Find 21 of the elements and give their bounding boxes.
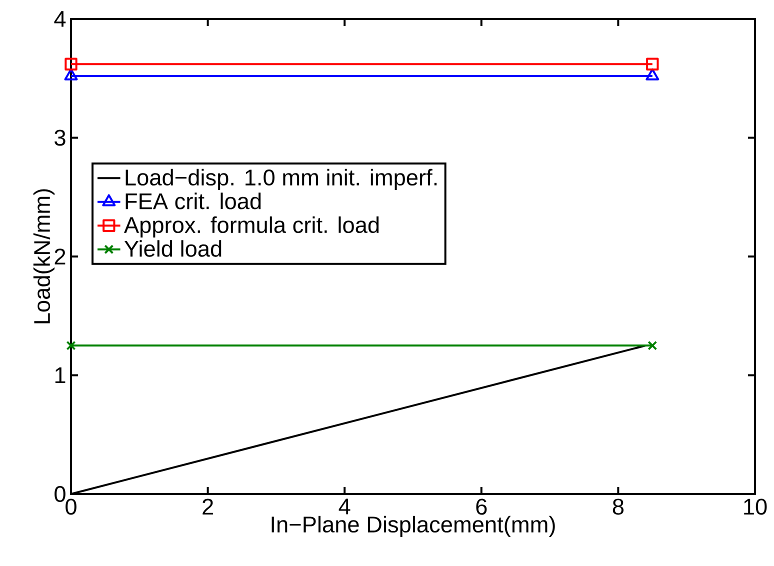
point [646,58,659,70]
point [66,340,76,350]
legend-label: Load−disp. 1.0 mm init. imperf. [126,168,437,190]
x-tick-label: 10 [744,498,767,515]
point [64,58,78,70]
point [648,340,658,350]
x-tick-label: 4 [338,498,350,514]
y-tick-label: 2 [54,248,66,264]
y-tick-label: 1 [55,367,66,384]
x-tick-label: 0 [66,498,76,515]
y-tick-label: 3 [54,130,66,146]
x-axis-title: In−Plane Displacement(mm) [272,516,555,538]
y-tick-label: 4 [54,11,66,27]
x-tick-label: 6 [476,498,487,515]
y-axis-title: Load(kN/mm) [33,189,55,324]
y-tick-label: 0 [54,486,66,502]
legend-label: Yield load [124,240,222,257]
legend-label: Approx. formula crit. load [124,216,379,238]
x-tick-label: 2 [202,498,213,515]
legend-label: FEA crit. load [126,192,261,210]
x-tick-label: 8 [612,498,624,515]
